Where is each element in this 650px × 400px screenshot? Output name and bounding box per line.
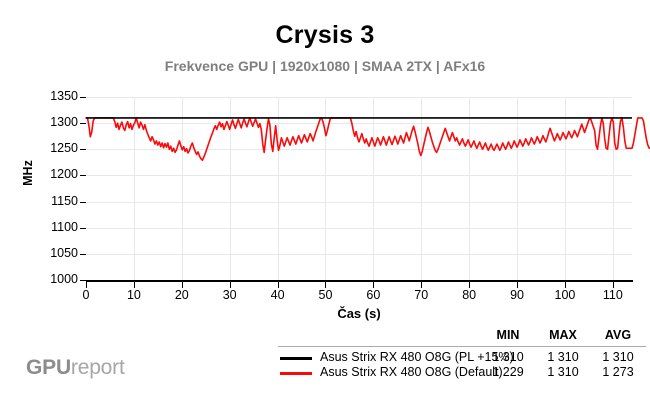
y-tick-label-wrap: 1250 <box>30 141 78 155</box>
legend-row[interactable]: Asus Strix RX 480 O8G (PL +15%) 1 310 1 31… <box>278 350 646 365</box>
x-tick-mark <box>421 282 423 288</box>
x-tick-mark <box>469 282 471 288</box>
gridline-vertical <box>612 97 614 280</box>
x-tick-mark <box>133 282 135 288</box>
legend-series-name: Asus Strix RX 480 O8G (PL +15%) <box>320 350 514 364</box>
x-tick-mark <box>325 282 327 288</box>
legend-col-min: MIN <box>496 328 520 342</box>
legend-header: MIN MAX AVG <box>278 328 646 344</box>
y-tick-mark <box>80 123 86 125</box>
legend-rows: Asus Strix RX 480 O8G (PL +15%) 1 310 1 31… <box>278 350 646 380</box>
watermark: GPUreport <box>26 356 125 380</box>
gridline-vertical <box>517 97 519 280</box>
x-tick-label: 80 <box>462 288 477 302</box>
y-axis-title: MHz <box>21 160 35 186</box>
legend-value-avg: 1 310 <box>602 350 634 364</box>
gridline-vertical <box>373 97 375 280</box>
legend-divider <box>278 346 646 347</box>
x-tick-label: 70 <box>414 288 429 302</box>
y-tick-label: 1350 <box>50 89 78 103</box>
gridline-horizontal <box>86 201 632 203</box>
legend-series-name: Asus Strix RX 480 O8G (Default) <box>320 365 503 379</box>
x-axis-line <box>86 280 633 282</box>
y-tick-label-wrap: 1050 <box>30 246 78 260</box>
legend-value-min: 1 310 <box>492 350 524 364</box>
y-tick-mark <box>80 227 86 229</box>
legend-value-min: 1 229 <box>492 365 524 379</box>
legend-color-swatch <box>280 372 312 375</box>
x-tick-mark <box>229 282 231 288</box>
x-tick-mark <box>181 282 183 288</box>
legend-col-avg: AVG <box>604 328 632 342</box>
gridline-vertical <box>421 97 423 280</box>
plot-area <box>85 97 650 280</box>
y-tick-mark <box>80 253 86 255</box>
legend-color-swatch <box>280 357 312 360</box>
gridline-vertical <box>229 97 231 280</box>
x-tick-mark <box>517 282 519 288</box>
page-title: Crysis 3 <box>275 21 375 49</box>
y-tick-mark <box>80 280 86 281</box>
y-tick-label: 1300 <box>50 115 78 130</box>
y-tick-label-wrap: 1300 <box>30 115 78 129</box>
x-tick-label: 110 <box>602 288 623 302</box>
y-tick-mark <box>80 97 86 98</box>
gridline-horizontal <box>86 227 632 229</box>
y-tick-label-wrap: 1200 <box>30 167 78 181</box>
y-tick-label-wrap: 1100 <box>30 220 78 234</box>
y-tick-mark <box>80 175 86 177</box>
legend-col-max: MAX <box>549 328 577 342</box>
gridline-horizontal <box>86 253 632 255</box>
legend-value-max: 1 310 <box>547 365 579 379</box>
watermark-bold: GPU <box>26 356 71 379</box>
y-tick-label-wrap: 1150 <box>30 194 78 208</box>
gridline-vertical <box>564 97 566 280</box>
gridline-vertical <box>469 97 471 280</box>
gridline-horizontal <box>86 123 632 125</box>
gridline-vertical <box>133 97 135 280</box>
series-line-default <box>85 117 650 162</box>
x-tick-label: 50 <box>318 288 333 302</box>
gridline-horizontal <box>86 149 632 151</box>
x-tick-label: 40 <box>270 288 285 302</box>
x-axis-title: Čas (s) <box>337 306 381 321</box>
gridline-vertical <box>325 97 327 280</box>
x-tick-label: 20 <box>174 288 189 302</box>
y-tick-label: 1000 <box>50 272 78 286</box>
series-layer <box>85 117 650 162</box>
y-tick-label-wrap: 1350 <box>30 89 78 103</box>
legend-value-avg: 1 273 <box>602 365 634 379</box>
gridline-vertical <box>181 97 183 280</box>
x-tick-mark <box>612 282 614 288</box>
x-tick-mark <box>86 282 87 288</box>
gridline-vertical <box>277 97 279 280</box>
y-tick-label: 1100 <box>51 219 78 234</box>
y-tick-label: 1150 <box>51 193 78 208</box>
y-tick-label: 1200 <box>50 167 78 182</box>
x-tick-mark <box>373 282 375 288</box>
y-tick-label-wrap: 1000 <box>30 272 78 286</box>
x-tick-label: 0 <box>82 288 90 302</box>
gridline-horizontal <box>86 175 632 177</box>
x-tick-label: 90 <box>510 288 524 302</box>
y-tick-label: 1250 <box>50 141 78 156</box>
x-tick-label: 10 <box>126 288 141 302</box>
x-tick-label: 60 <box>366 288 381 302</box>
gridline-horizontal <box>86 97 632 98</box>
x-tick-label: 100 <box>554 288 576 302</box>
x-tick-mark <box>277 282 279 288</box>
chart-subtitle: Frekvence GPU | 1920x1080 | SMAA 2TX | A… <box>164 58 486 74</box>
plot-background <box>86 97 632 280</box>
y-tick-label: 1050 <box>50 245 78 260</box>
y-tick-mark <box>80 149 86 151</box>
legend: MIN MAX AVG Asus Strix RX 480 O8G (PL +1… <box>278 328 646 379</box>
x-tick-label: 30 <box>222 288 237 302</box>
legend-value-max: 1 310 <box>547 350 579 364</box>
x-tick-mark <box>564 282 566 288</box>
y-tick-mark <box>80 201 86 203</box>
legend-row[interactable]: Asus Strix RX 480 O8G (Default) 1 229 1 31… <box>278 365 646 380</box>
watermark-light: report <box>70 356 125 379</box>
